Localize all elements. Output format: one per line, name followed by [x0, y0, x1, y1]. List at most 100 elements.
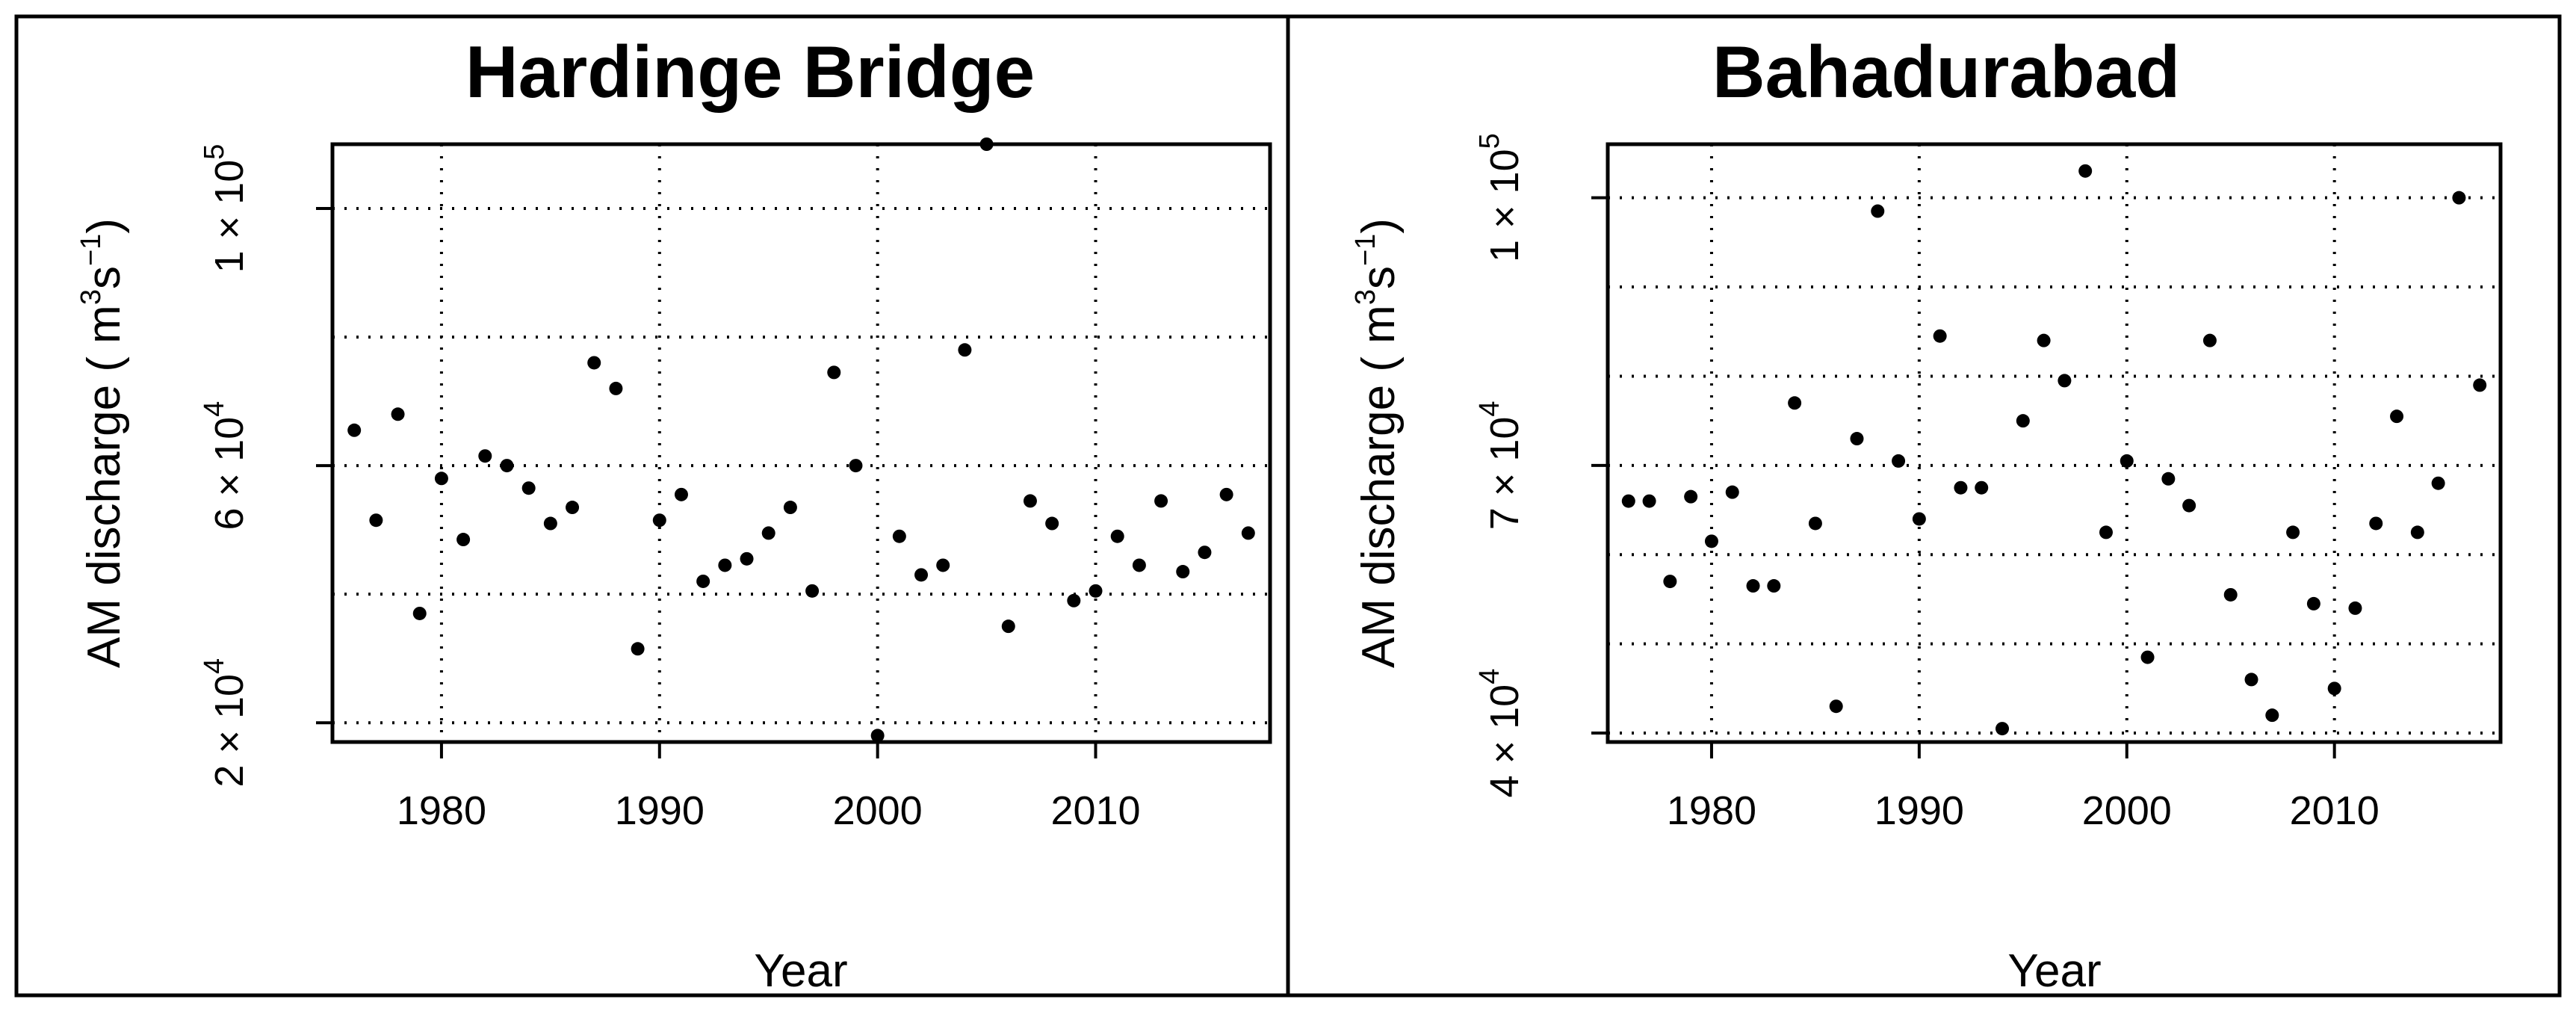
- data-point: [347, 423, 362, 437]
- data-point: [958, 343, 972, 357]
- data-point: [1154, 494, 1168, 508]
- x-tick-label: 1980: [1667, 788, 1756, 833]
- plot-area-frame: [1606, 142, 2503, 744]
- y-tick-label: 6 × 104: [199, 401, 252, 531]
- data-point: [1176, 565, 1190, 579]
- data-point: [696, 574, 710, 588]
- data-point: [761, 526, 775, 540]
- data-point: [2306, 596, 2320, 610]
- data-point: [1829, 699, 1843, 714]
- x-tick-label: 2000: [833, 788, 923, 833]
- data-point: [783, 501, 797, 515]
- data-point: [609, 381, 623, 395]
- data-point: [434, 472, 448, 486]
- data-point: [2182, 498, 2196, 513]
- data-point: [2410, 525, 2424, 540]
- panel-hardinge-bridge: Hardinge Bridge 1980 1990 2000 2010 2 × 104…: [75, 31, 1272, 997]
- data-point: [1892, 454, 1906, 468]
- data-point: [1850, 432, 1864, 446]
- data-point: [2369, 516, 2383, 531]
- y-tick-label: 2 × 104: [199, 658, 252, 788]
- data-point: [2286, 525, 2300, 540]
- data-point: [979, 137, 994, 151]
- y-tick-label: 4 × 104: [1474, 669, 1527, 798]
- data-point: [587, 356, 601, 370]
- y-tick-label: 1 × 105: [1474, 133, 1527, 262]
- data-point: [2327, 681, 2341, 696]
- data-point: [2058, 374, 2072, 388]
- data-point: [456, 533, 471, 547]
- data-point: [827, 365, 841, 380]
- data-point: [2473, 378, 2487, 392]
- data-point: [391, 407, 405, 421]
- y-tick-label: 1 × 105: [199, 144, 252, 273]
- data-point: [936, 558, 950, 572]
- data-point: [1684, 489, 1698, 504]
- data-point: [2099, 525, 2113, 540]
- data-point: [870, 729, 885, 743]
- data-point: [914, 568, 929, 582]
- data-point: [1933, 329, 1947, 343]
- panel-bahadurabad: Bahadurabad 1980 1990 2000 2010 4 × 104 7 × …: [1350, 31, 2503, 997]
- data-point: [500, 459, 514, 473]
- chart-title: Hardinge Bridge: [465, 31, 1035, 113]
- x-axis-label: Year: [754, 945, 847, 997]
- data-point: [1663, 575, 1677, 589]
- data-point: [2265, 708, 2279, 723]
- data-point: [1110, 529, 1124, 543]
- data-point: [2078, 164, 2093, 178]
- data-point: [1767, 579, 1781, 593]
- data-point: [412, 606, 427, 620]
- data-point: [1871, 204, 1885, 218]
- data-point: [543, 516, 557, 531]
- data-point: [2348, 601, 2362, 615]
- data-point: [2390, 409, 2404, 424]
- data-point: [1725, 485, 1739, 499]
- data-point: [1975, 480, 1989, 495]
- data-point: [652, 513, 666, 528]
- x-axis-label: Year: [2007, 945, 2101, 997]
- data-point: [566, 501, 580, 515]
- x-tick-label: 1980: [397, 788, 486, 833]
- data-point: [1089, 584, 1103, 598]
- data-point: [740, 551, 754, 566]
- data-point: [2202, 333, 2217, 347]
- data-point: [1746, 579, 1760, 593]
- y-tick-label: 7 × 104: [1474, 401, 1527, 530]
- data-point: [478, 449, 492, 463]
- data-point: [1067, 593, 1081, 608]
- x-tick-label: 2010: [2290, 788, 2380, 833]
- data-point: [1241, 526, 1255, 540]
- y-axis-label: AM discharge ( m3s−1): [1350, 218, 1405, 668]
- data-point: [2037, 333, 2051, 347]
- data-point: [1219, 487, 1233, 501]
- x-tick-label: 1990: [615, 788, 705, 833]
- data-point: [1642, 494, 1656, 508]
- plot-area-frame: [330, 142, 1272, 744]
- x-tick-label: 2010: [1050, 788, 1140, 833]
- data-point: [1912, 512, 1926, 526]
- data-point: [1001, 619, 1015, 634]
- data-point: [1023, 494, 1037, 508]
- data-point: [1621, 494, 1635, 508]
- data-point: [1704, 534, 1718, 548]
- data-point: [849, 459, 863, 473]
- data-point: [805, 584, 820, 598]
- data-point: [1132, 558, 1146, 572]
- data-point: [2120, 454, 2134, 468]
- data-point: [2016, 414, 2030, 428]
- data-point: [1198, 545, 1212, 560]
- data-point: [2223, 587, 2238, 602]
- data-point: [2244, 673, 2258, 687]
- data-point: [1996, 722, 2010, 736]
- data-point: [369, 513, 383, 528]
- data-point: [718, 558, 732, 572]
- data-point: [892, 529, 906, 543]
- x-tick-label: 1990: [1874, 788, 1964, 833]
- x-tick-label: 2000: [2082, 788, 2172, 833]
- data-point: [2452, 191, 2466, 205]
- data-point: [2140, 650, 2155, 664]
- data-point: [1954, 480, 1968, 495]
- data-point: [2161, 472, 2176, 486]
